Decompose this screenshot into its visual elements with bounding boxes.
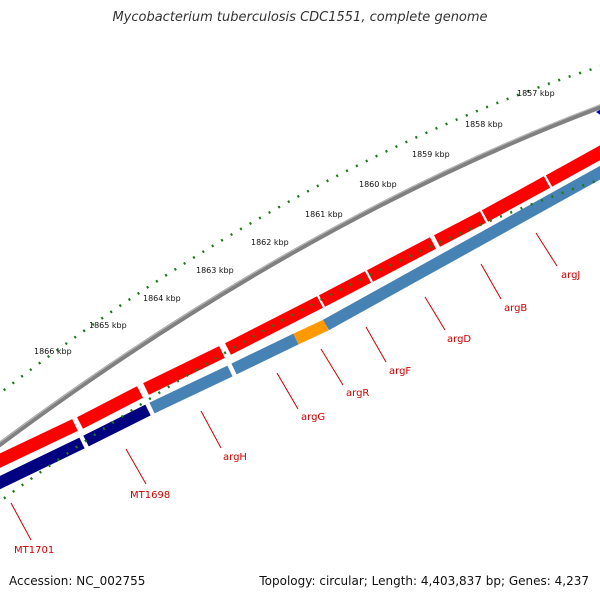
leader-line [535, 232, 558, 267]
map-title: Mycobacterium tuberculosis CDC1551, comp… [112, 10, 488, 25]
gene-label-argG[interactable]: argG [301, 412, 325, 423]
forward-gene[interactable] [481, 176, 551, 222]
gene-label-MT1701[interactable]: MT1701 [14, 545, 54, 556]
edge-gene-marker[interactable] [596, 107, 600, 118]
scale-labels: 1857 kbp 1858 kbp 1859 kbp 1860 kbp 1861… [34, 89, 555, 356]
leader-line [424, 296, 446, 331]
genome-backbone-highlight [0, 104, 600, 443]
reverse-gene[interactable] [323, 165, 600, 331]
scale-label: 1858 kbp [465, 120, 503, 129]
scale-label: 1865 kbp [89, 321, 127, 330]
gene-label-argD[interactable]: argD [447, 334, 471, 345]
genome-summary: Topology: circular; Length: 4,403,837 bp… [259, 574, 589, 588]
scale-label: 1859 kbp [412, 150, 450, 159]
gene-label-MT1698[interactable]: MT1698 [130, 490, 170, 501]
reverse-gene[interactable] [231, 333, 299, 375]
gene-label-argR[interactable]: argR [346, 388, 369, 399]
leader-line [365, 326, 387, 363]
gene-label-argB[interactable]: argB [504, 303, 527, 314]
scale-label: 1862 kbp [251, 238, 289, 247]
forward-gene[interactable] [77, 386, 143, 429]
gene-label-leaders [10, 232, 558, 541]
forward-gene[interactable] [143, 346, 225, 395]
reverse-gene-highlight[interactable] [293, 319, 329, 345]
reverse-gene[interactable] [0, 437, 85, 490]
leader-line [320, 348, 344, 386]
leader-line [276, 372, 299, 410]
leader-line [10, 502, 32, 541]
outer-tick-track [0, 65, 600, 395]
forward-gene[interactable] [545, 145, 600, 187]
genome-backbone [0, 104, 600, 448]
gene-labels: argJ argB argD argF argR argG argH MT169… [14, 270, 580, 556]
gene-label-argH[interactable]: argH [223, 452, 247, 463]
scale-label: 1864 kbp [143, 294, 181, 303]
reverse-gene-track [0, 165, 600, 490]
leader-line [125, 448, 147, 485]
scale-label: 1863 kbp [196, 266, 234, 275]
scale-label: 1857 kbp [517, 89, 555, 98]
forward-gene[interactable] [0, 419, 78, 468]
reverse-gene[interactable] [149, 365, 233, 414]
accession-label: Accession: NC_002755 [9, 574, 146, 588]
leader-line [200, 410, 222, 449]
gene-label-argJ[interactable]: argJ [561, 270, 580, 281]
scale-label: 1860 kbp [359, 180, 397, 189]
reverse-gene[interactable] [83, 404, 151, 447]
gene-label-argF[interactable]: argF [389, 366, 411, 377]
scale-label: 1866 kbp [34, 347, 72, 356]
leader-line [480, 263, 502, 300]
scale-label: 1861 kbp [305, 210, 343, 219]
forward-gene[interactable] [433, 211, 487, 247]
